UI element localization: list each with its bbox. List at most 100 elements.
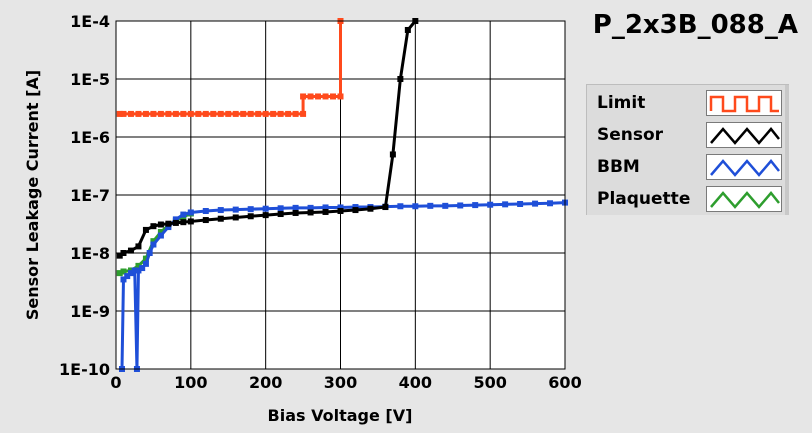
data-point-limit xyxy=(337,93,344,100)
data-point-bbm xyxy=(277,205,284,212)
data-point-limit xyxy=(262,110,269,117)
data-point-limit xyxy=(165,110,172,117)
series-line-sensor xyxy=(118,20,417,257)
legend-swatch-glyph xyxy=(710,191,780,209)
data-point-limit xyxy=(202,110,209,117)
data-point-bbm xyxy=(187,209,194,216)
data-point-limit xyxy=(210,110,217,117)
x-axis-title: Bias Voltage [V] xyxy=(268,406,413,425)
data-point-limit xyxy=(330,93,337,100)
legend-item-plaquette: Plaquette xyxy=(587,183,789,215)
data-point-sensor xyxy=(232,214,239,221)
x-tick-label: 600 xyxy=(548,373,581,392)
data-point-limit xyxy=(307,93,314,100)
data-point-sensor xyxy=(367,205,374,212)
legend-label-bbm: BBM xyxy=(597,157,640,177)
data-point-sensor xyxy=(247,213,254,220)
data-point-bbm xyxy=(292,204,299,211)
data-point-sensor xyxy=(120,250,127,256)
data-point-limit xyxy=(247,110,254,117)
data-point-limit xyxy=(127,110,134,117)
data-point-sensor xyxy=(180,219,187,226)
data-point-sensor xyxy=(172,219,179,226)
data-point-bbm xyxy=(146,250,153,256)
data-point-bbm xyxy=(472,202,479,209)
data-point-sensor xyxy=(352,207,359,214)
x-tick-labels: 0 100 200 300 400 500 600 xyxy=(110,373,581,392)
data-point-limit xyxy=(225,110,232,117)
data-point-bbm xyxy=(532,200,539,207)
data-point-sensor xyxy=(322,208,329,215)
data-point-bbm xyxy=(412,203,419,210)
y-tick-label: 1E-8 xyxy=(70,244,110,263)
data-point-sensor xyxy=(337,207,344,214)
data-point-bbm xyxy=(202,207,209,214)
data-point-bbm xyxy=(165,224,172,231)
legend-item-sensor: Sensor xyxy=(587,119,789,151)
data-point-limit xyxy=(300,110,307,117)
y-tick-label: 1E-9 xyxy=(70,302,110,321)
data-point-limit xyxy=(217,110,224,117)
data-point-sensor xyxy=(157,221,164,228)
data-point-bbm xyxy=(502,201,509,208)
data-point-limit xyxy=(120,110,127,117)
data-point-plaquette xyxy=(135,262,142,269)
y-tick-label: 1E-6 xyxy=(70,128,110,147)
data-point-sensor xyxy=(397,76,404,82)
data-point-sensor xyxy=(292,209,299,216)
data-point-sensor xyxy=(142,226,149,233)
legend-swatch-glyph xyxy=(710,127,780,145)
data-point-sensor xyxy=(127,247,134,254)
data-point-sensor xyxy=(150,223,157,230)
data-point-sensor xyxy=(277,211,284,218)
x-tick-label: 400 xyxy=(399,373,432,392)
series-limit xyxy=(116,18,344,117)
data-point-limit xyxy=(240,110,247,117)
x-tick-label: 300 xyxy=(324,373,357,392)
legend-swatch-glyph xyxy=(709,95,779,113)
data-point-plaquette xyxy=(116,270,123,277)
data-point-limit xyxy=(300,93,307,100)
data-point-bbm xyxy=(547,200,554,207)
data-point-limit xyxy=(142,110,149,117)
data-point-sensor xyxy=(262,212,269,219)
chart-title: P_2x3B_088_A xyxy=(593,10,798,40)
data-point-bbm xyxy=(124,273,131,280)
legend: Limit Sensor BBM Plaquette xyxy=(586,84,789,215)
data-point-limit xyxy=(315,93,322,100)
data-point-bbm xyxy=(517,200,524,207)
data-point-limit xyxy=(157,110,164,117)
data-point-bbm xyxy=(427,202,434,209)
data-point-limit xyxy=(172,110,179,117)
x-tick-label: 500 xyxy=(473,373,506,392)
data-point-limit xyxy=(150,110,157,117)
legend-item-bbm: BBM xyxy=(587,151,789,183)
data-point-bbm xyxy=(307,204,314,211)
data-point-plaquette xyxy=(120,268,127,275)
y-tick-label: 1E-4 xyxy=(70,12,110,31)
series-sensor xyxy=(116,18,419,259)
x-tick-label: 200 xyxy=(249,373,282,392)
legend-swatch-glyph xyxy=(710,159,780,177)
data-point-bbm xyxy=(157,232,164,239)
data-point-sensor xyxy=(116,252,123,259)
data-point-sensor xyxy=(202,217,209,224)
data-point-bbm xyxy=(262,205,269,212)
data-point-limit xyxy=(277,110,284,117)
data-point-limit xyxy=(270,110,277,117)
data-point-bbm xyxy=(397,203,404,210)
data-point-limit xyxy=(285,110,292,117)
legend-scrollbar[interactable] xyxy=(785,85,789,215)
legend-swatch-bbm xyxy=(706,154,782,180)
data-point-sensor xyxy=(187,218,194,225)
data-point-bbm xyxy=(150,241,157,248)
data-point-limit xyxy=(135,110,142,117)
legend-item-limit: Limit xyxy=(587,87,789,119)
data-point-bbm xyxy=(131,267,138,274)
data-point-bbm xyxy=(232,206,239,213)
data-point-sensor xyxy=(389,151,396,158)
legend-label-limit: Limit xyxy=(597,93,646,113)
data-point-bbm xyxy=(352,204,359,211)
data-point-limit xyxy=(232,110,239,117)
